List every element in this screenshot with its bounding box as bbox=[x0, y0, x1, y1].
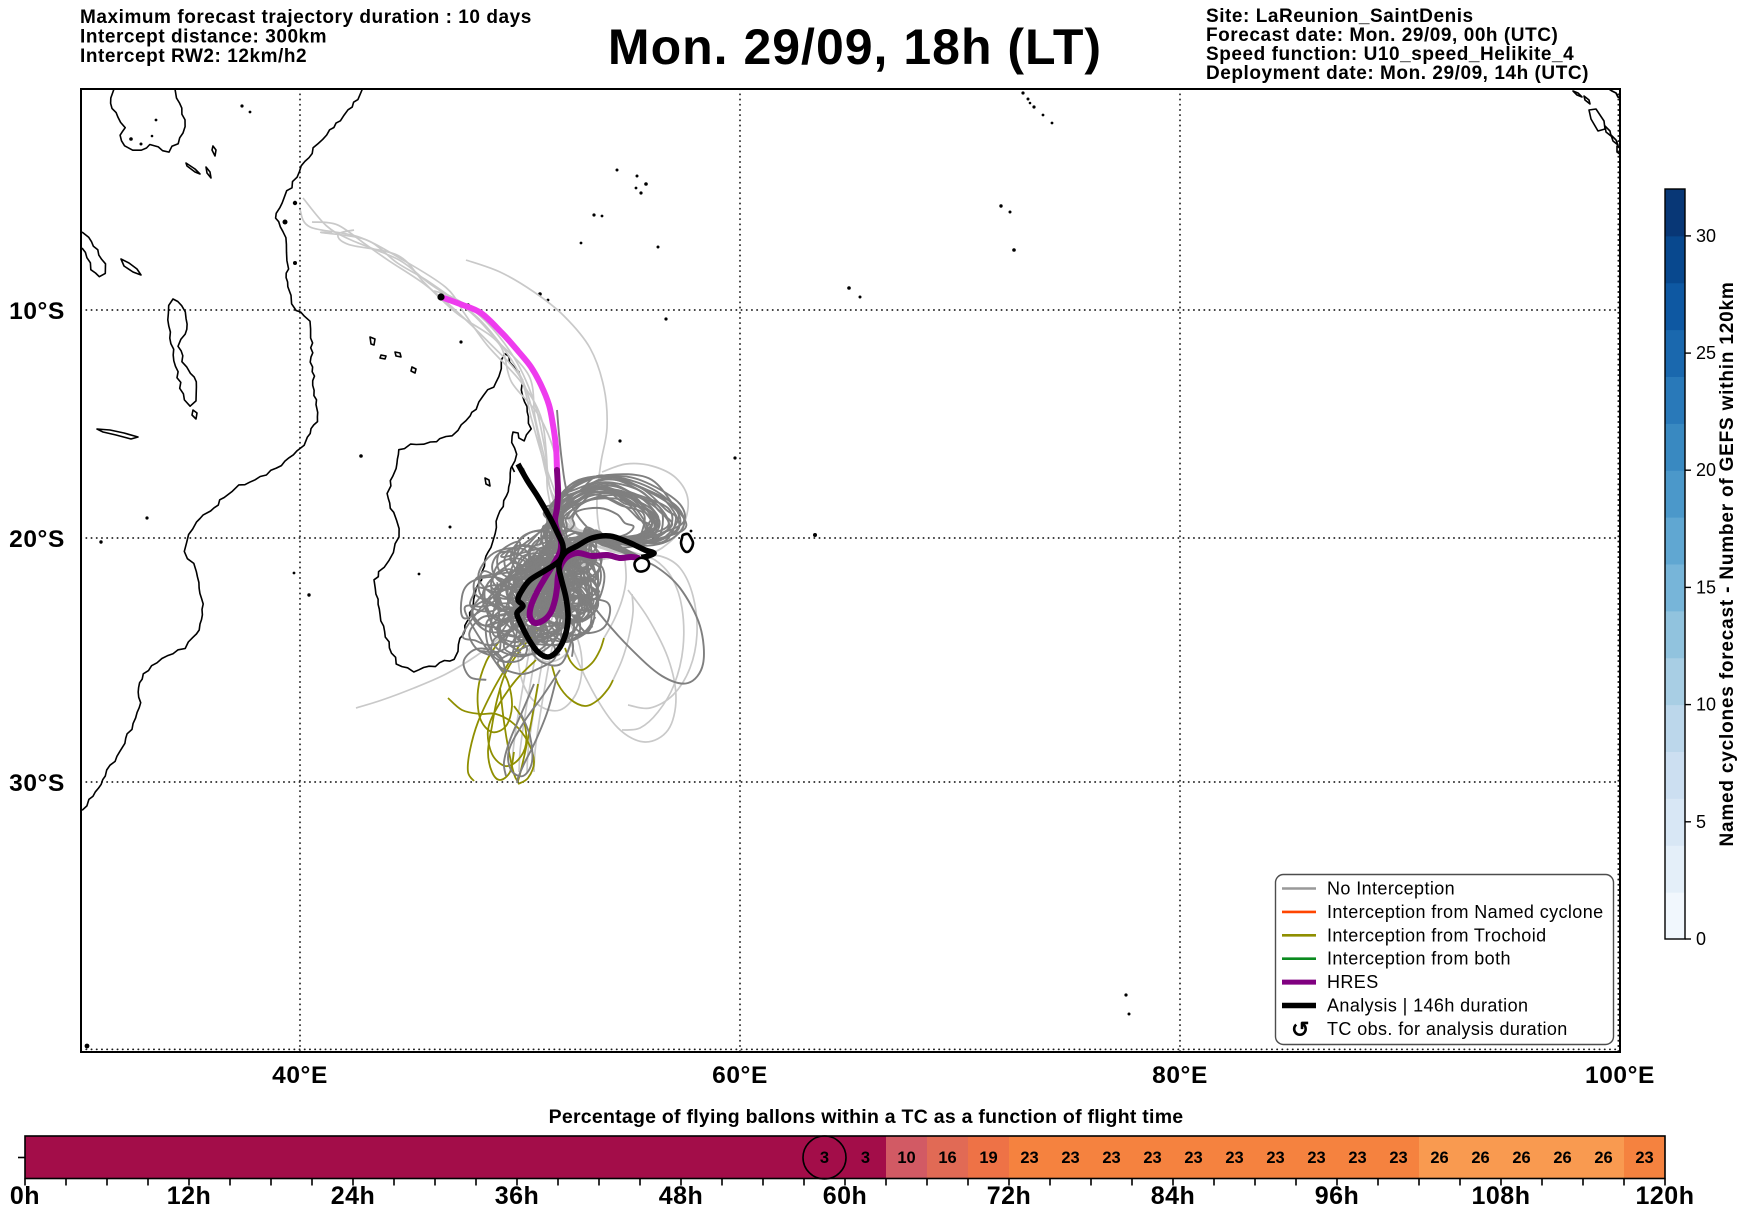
svg-text:Interception from Named cyclon: Interception from Named cyclone bbox=[1327, 902, 1604, 922]
svg-text:Interception from both: Interception from both bbox=[1327, 949, 1511, 969]
svg-text:Site: LaReunion_SaintDenis: Site: LaReunion_SaintDenis bbox=[1206, 6, 1474, 27]
svg-text:Deployment date: Mon. 29/09, 1: Deployment date: Mon. 29/09, 14h (UTC) bbox=[1206, 63, 1589, 84]
svg-text:60h: 60h bbox=[823, 1182, 868, 1210]
svg-text:120h: 120h bbox=[1636, 1182, 1695, 1210]
svg-text:12h: 12h bbox=[167, 1182, 212, 1210]
svg-text:26: 26 bbox=[1512, 1149, 1530, 1167]
svg-text:23: 23 bbox=[1348, 1149, 1366, 1167]
svg-text:80°E: 80°E bbox=[1152, 1062, 1208, 1089]
svg-text:3: 3 bbox=[820, 1149, 829, 1167]
svg-text:19: 19 bbox=[979, 1149, 997, 1167]
svg-text:60°E: 60°E bbox=[712, 1062, 768, 1089]
svg-text:10: 10 bbox=[897, 1149, 915, 1167]
svg-text:0: 0 bbox=[1696, 929, 1706, 949]
svg-text:26: 26 bbox=[1553, 1149, 1571, 1167]
svg-text:26: 26 bbox=[1430, 1149, 1448, 1167]
svg-text:23: 23 bbox=[1020, 1149, 1038, 1167]
svg-text:Speed function: U10_speed_Heli: Speed function: U10_speed_Helikite_4 bbox=[1206, 44, 1574, 65]
svg-text:Percentage of flying ballons w: Percentage of flying ballons within a TC… bbox=[549, 1106, 1184, 1128]
svg-text:23: 23 bbox=[1225, 1149, 1243, 1167]
svg-text:96h: 96h bbox=[1315, 1182, 1360, 1210]
svg-text:40°E: 40°E bbox=[272, 1062, 328, 1089]
svg-text:36h: 36h bbox=[495, 1182, 540, 1210]
svg-text:23: 23 bbox=[1635, 1149, 1653, 1167]
svg-text:23: 23 bbox=[1143, 1149, 1161, 1167]
svg-text:16: 16 bbox=[938, 1149, 956, 1167]
svg-text:Mon. 29/09, 18h (LT): Mon. 29/09, 18h (LT) bbox=[608, 19, 1102, 75]
svg-text:Intercept distance: 300km: Intercept distance: 300km bbox=[80, 27, 327, 48]
svg-text:Forecast date: Mon. 29/09, 00h: Forecast date: Mon. 29/09, 00h (UTC) bbox=[1206, 25, 1558, 46]
svg-text:26: 26 bbox=[1471, 1149, 1489, 1167]
svg-text:3: 3 bbox=[861, 1149, 870, 1167]
svg-text:Named cyclones forecast - Numb: Named cyclones forecast - Number of GEFS… bbox=[1717, 281, 1738, 846]
svg-text:TC obs. for analysis duration: TC obs. for analysis duration bbox=[1327, 1019, 1568, 1039]
svg-text:15: 15 bbox=[1696, 577, 1716, 597]
svg-text:23: 23 bbox=[1389, 1149, 1407, 1167]
svg-text:↺: ↺ bbox=[1291, 1017, 1309, 1042]
svg-text:5: 5 bbox=[1696, 812, 1706, 832]
svg-text:23: 23 bbox=[1307, 1149, 1325, 1167]
svg-text:24h: 24h bbox=[331, 1182, 376, 1210]
svg-text:23: 23 bbox=[1102, 1149, 1120, 1167]
svg-text:108h: 108h bbox=[1472, 1182, 1531, 1210]
svg-text:Analysis | 146h duration: Analysis | 146h duration bbox=[1327, 996, 1528, 1016]
svg-text:25: 25 bbox=[1696, 343, 1716, 363]
svg-text:26: 26 bbox=[1594, 1149, 1612, 1167]
svg-text:23: 23 bbox=[1266, 1149, 1284, 1167]
svg-text:100°E: 100°E bbox=[1585, 1062, 1655, 1089]
svg-text:48h: 48h bbox=[659, 1182, 704, 1210]
svg-text:23: 23 bbox=[1061, 1149, 1079, 1167]
svg-text:HRES: HRES bbox=[1327, 972, 1379, 992]
svg-text:Interception from Trochoid: Interception from Trochoid bbox=[1327, 925, 1547, 945]
svg-text:23: 23 bbox=[1184, 1149, 1202, 1167]
svg-text:30°S: 30°S bbox=[9, 770, 65, 797]
svg-text:10°S: 10°S bbox=[9, 298, 65, 325]
svg-text:10: 10 bbox=[1696, 695, 1716, 715]
svg-text:20: 20 bbox=[1696, 460, 1716, 480]
svg-text:Intercept RW2: 12km/h2: Intercept RW2: 12km/h2 bbox=[80, 46, 307, 67]
svg-text:30: 30 bbox=[1696, 226, 1716, 246]
svg-text:0h: 0h bbox=[10, 1182, 40, 1210]
svg-text:72h: 72h bbox=[987, 1182, 1032, 1210]
svg-text:84h: 84h bbox=[1151, 1182, 1196, 1210]
svg-text:Maximum forecast trajectory du: Maximum forecast trajectory duration : 1… bbox=[80, 7, 532, 28]
svg-text:No Interception: No Interception bbox=[1327, 879, 1455, 899]
svg-text:20°S: 20°S bbox=[9, 526, 65, 553]
